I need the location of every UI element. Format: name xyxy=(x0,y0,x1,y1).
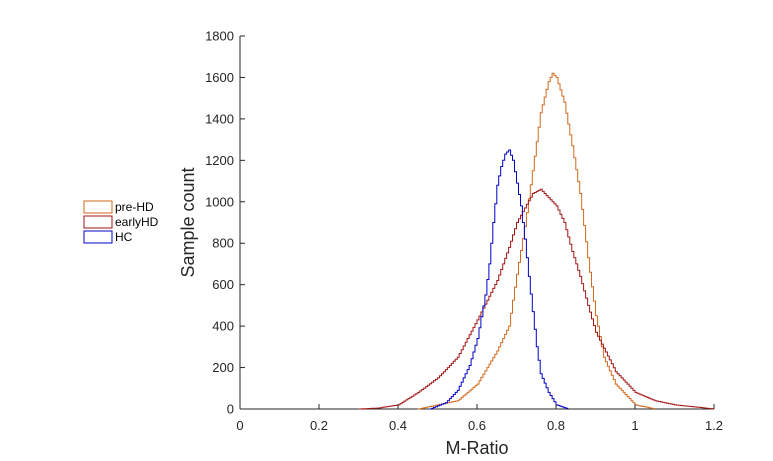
y-tick-label: 1200 xyxy=(205,153,234,168)
y-tick-label: 1400 xyxy=(205,111,234,126)
y-tick-label: 800 xyxy=(212,236,234,251)
series-earlyhd-outline xyxy=(358,188,715,410)
legend-swatch-hc xyxy=(83,230,113,244)
x-tick-label: 1.2 xyxy=(705,418,723,433)
ticks-layer: 0 0.2 0.4 0.6 0.8 1 1.2 0 200 400 600 800 1000 1200 14… xyxy=(205,29,723,434)
y-tick-label: 400 xyxy=(212,319,234,334)
y-tick-label: 1800 xyxy=(205,29,234,44)
axes xyxy=(239,36,714,410)
y-tick-label: 0 xyxy=(227,402,234,417)
series-hc-outline xyxy=(429,149,569,410)
legend-swatch-earlyhd xyxy=(83,215,113,229)
legend-label-hc: HC xyxy=(115,230,133,244)
y-tick-label: 200 xyxy=(212,360,234,375)
series-pre-hd-outline xyxy=(417,72,656,410)
x-tick-label: 0.6 xyxy=(468,418,486,433)
y-tick-label: 1000 xyxy=(205,194,234,209)
x-tick-label: 0.8 xyxy=(547,418,565,433)
y-tick-label: 600 xyxy=(212,277,234,292)
x-tick-label: 0 xyxy=(236,418,243,433)
series-layer xyxy=(358,72,715,410)
x-tick-label: 1 xyxy=(631,418,638,433)
legend-swatch-pre-hd xyxy=(83,200,113,214)
x-axis-title: M-Ratio xyxy=(445,438,508,458)
y-axis-title: Sample count xyxy=(178,167,198,277)
x-tick-label: 0.4 xyxy=(389,418,407,433)
x-tick-label: 0.2 xyxy=(310,418,328,433)
legend-label-earlyhd: earlyHD xyxy=(115,215,159,229)
legend-label-pre-hd: pre-HD xyxy=(115,200,154,214)
y-tick-label: 1600 xyxy=(205,70,234,85)
